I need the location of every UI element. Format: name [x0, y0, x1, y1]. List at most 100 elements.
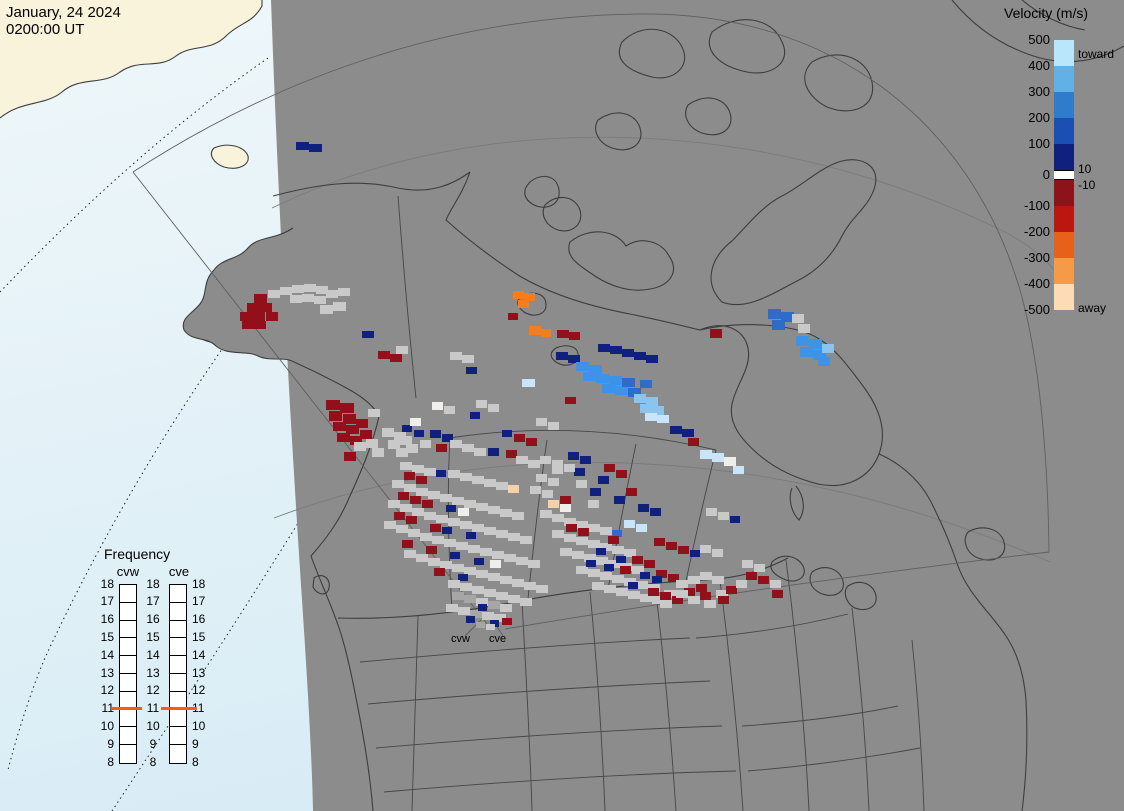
frequency-cell: [170, 603, 186, 621]
colorbar-title: Velocity (m/s): [1004, 5, 1089, 21]
colorbar-tick-label: -400: [1023, 276, 1050, 291]
colorbar-tick-label: 100: [1028, 136, 1050, 151]
colorbar-tick-label: -500: [1023, 302, 1050, 317]
frequency-tick-label: 14: [100, 647, 114, 662]
frequency-bar-cvw: [119, 584, 137, 764]
frequency-cell: [170, 710, 186, 728]
frequency-tick-label: 9: [149, 736, 157, 751]
colorbar-segment: [1054, 66, 1074, 92]
frequency-tick-label: 10: [192, 718, 206, 733]
colorbar-segment: [1054, 284, 1074, 310]
colorbar-segment: [1054, 232, 1074, 258]
frequency-tick-label: 11: [101, 701, 114, 716]
colorbar-segment: [1054, 40, 1074, 66]
frequency-tick-label: 12: [192, 683, 206, 698]
frequency-cell: [120, 621, 136, 639]
colorbar-tick-label: 200: [1028, 110, 1050, 125]
velocity-cells: [240, 142, 834, 630]
frequency-cell: [170, 727, 186, 746]
frequency-cell: [170, 638, 186, 657]
colorbar-tick-label: 300: [1028, 84, 1050, 99]
plus-threshold-label: 10: [1078, 162, 1092, 176]
frequency-tick-label: 11: [192, 701, 205, 716]
frequency-cell: [120, 603, 136, 621]
away-label: away: [1078, 301, 1107, 315]
graticule-map: [271, 136, 1063, 563]
frequency-tick-label: 8: [107, 754, 114, 769]
frequency-tick-label: 13: [146, 665, 160, 680]
frequency-column-cvw-label: cvw: [116, 564, 140, 579]
frequency-bar-cve: [169, 584, 187, 764]
frequency-tick-label: 16: [100, 612, 114, 627]
frequency-cell: [120, 674, 136, 692]
velocity-colorbar: [1054, 40, 1074, 310]
frequency-tick-label: 9: [107, 736, 114, 751]
minus-threshold-label: -10: [1078, 178, 1096, 192]
frequency-tick-label: 9: [192, 736, 199, 751]
frequency-marker-cvw: [111, 707, 142, 711]
colorbar-segment: [1054, 206, 1074, 232]
alaska-west-fill: [183, 228, 294, 362]
frequency-tick-label: 13: [192, 665, 206, 680]
frequency-cell: [120, 745, 136, 763]
frequency-cell: [120, 656, 136, 674]
frequency-cell: [120, 727, 136, 746]
radar-site-label-cve: cve: [489, 633, 507, 645]
siberia-coastline: [0, 0, 263, 119]
colorbar-tick-label: 500: [1028, 32, 1050, 47]
colorbar-segment: [1054, 144, 1074, 170]
frequency-tick-label: 16: [192, 612, 206, 627]
toward-label: toward: [1078, 47, 1115, 61]
frequency-tick-label: 17: [192, 594, 206, 609]
colorbar-tick-label: -300: [1023, 250, 1050, 265]
time-label: 0200:00 UT: [6, 21, 85, 38]
frequency-cell: [120, 710, 136, 728]
frequency-tick-label: 15: [192, 629, 206, 644]
siberia-land: [0, 0, 262, 118]
frequency-tick-label: 10: [100, 718, 114, 733]
frequency-tick-label: 17: [100, 594, 114, 609]
frequency-column-cve-label: cve: [168, 564, 190, 579]
colorbar-segment: [1054, 258, 1074, 284]
colorbar-segment: [1054, 92, 1074, 118]
frequency-cell: [170, 674, 186, 692]
colorbar-segment: [1054, 180, 1074, 206]
frequency-cell: [170, 585, 186, 603]
frequency-tick-label: 17: [146, 594, 160, 609]
colorbar-segment: [1054, 118, 1074, 144]
colorbar-tick-label: 400: [1028, 58, 1050, 73]
frequency-cell: [170, 656, 186, 674]
frequency-marker-cve: [161, 707, 197, 711]
radar-site-label-cvw: cvw: [451, 633, 470, 645]
frequency-cell: [170, 621, 186, 639]
frequency-cell: [170, 745, 186, 763]
frequency-tick-label: 14: [146, 647, 160, 662]
frequency-tick-label: 18: [192, 576, 206, 591]
frequency-tick-label: 14: [192, 647, 206, 662]
frequency-tick-label: 11: [146, 701, 160, 716]
frequency-tick-label: 15: [146, 629, 160, 644]
frequency-tick-label: 18: [146, 576, 160, 591]
date-label: January, 24 2024: [6, 4, 121, 21]
alaska-west-coastline: [182, 227, 295, 363]
colorbar-tick-label: -100: [1023, 198, 1050, 213]
frequency-tick-label: 15: [100, 629, 114, 644]
frequency-tick-label: 16: [146, 612, 160, 627]
coastlines: [272, 0, 1124, 811]
frequency-tick-label: 10: [146, 718, 160, 733]
colorbar-segment: [1054, 170, 1074, 180]
colorbar-tick-label: -200: [1023, 224, 1050, 239]
frequency-tick-label: 13: [100, 665, 114, 680]
colorbar-tick-label: 0: [1042, 167, 1050, 182]
frequency-tick-label: 12: [146, 683, 160, 698]
frequency-tick-label: 18: [100, 576, 114, 591]
frequency-tick-label: 12: [100, 683, 114, 698]
frequency-cell: [120, 638, 136, 657]
frequency-legend-title: Frequency: [104, 546, 171, 562]
frequency-cell: [120, 585, 136, 603]
frequency-tick-label: 8: [192, 754, 199, 769]
frequency-tick-label: 8: [149, 754, 157, 769]
map-region: [271, 0, 1124, 811]
